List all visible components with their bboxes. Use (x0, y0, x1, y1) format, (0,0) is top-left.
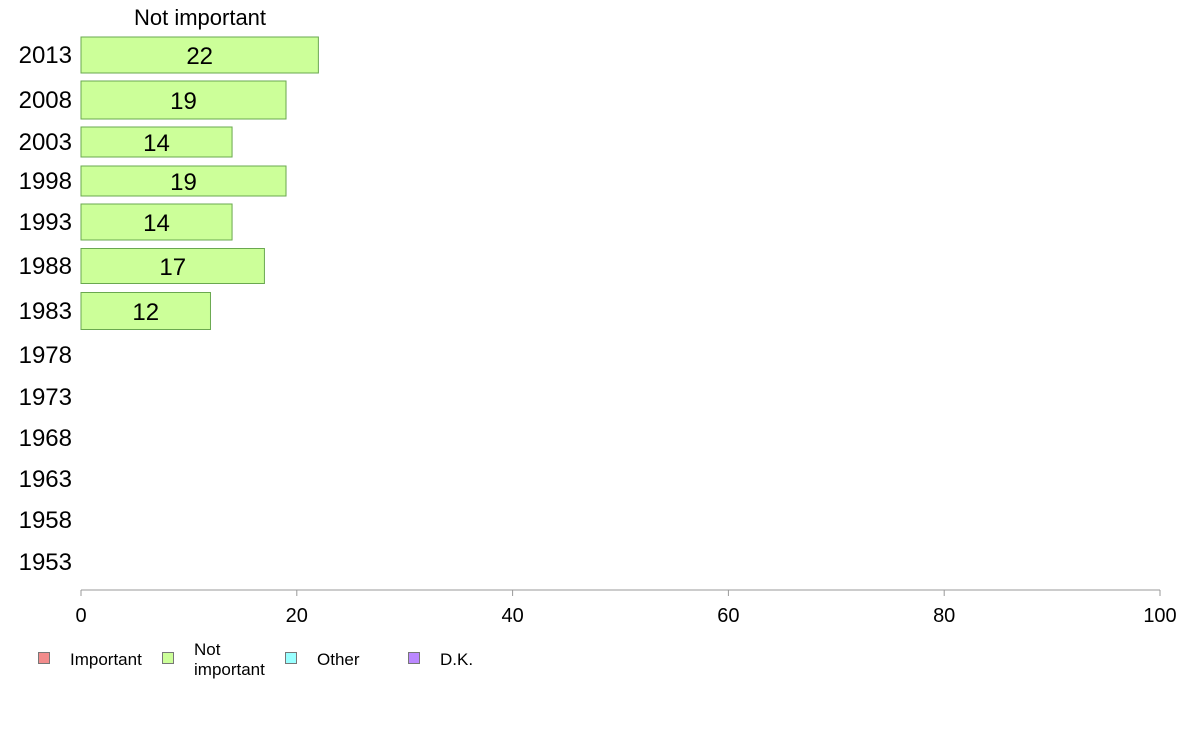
legend-swatch (285, 652, 297, 664)
bar-1988 (80, 248, 265, 284)
bar-1983 (80, 292, 211, 330)
legend-swatch (38, 652, 50, 664)
bar-2008 (80, 80, 287, 120)
y-label-1968: 1968 (19, 425, 72, 452)
bar-2013 (80, 36, 319, 74)
y-label-1983: 1983 (19, 298, 72, 325)
y-label-1963: 1963 (19, 466, 72, 493)
bar-value-label-2003: 14 (143, 130, 170, 157)
y-label-1988: 1988 (19, 253, 72, 280)
y-label-1998: 1998 (19, 168, 72, 195)
legend-label: Not important (194, 640, 265, 679)
y-label-2013: 2013 (19, 42, 72, 69)
y-label-1973: 1973 (19, 384, 72, 411)
x-tick-label-80: 80 (933, 605, 955, 627)
bar-value-label-1988: 17 (159, 254, 186, 281)
y-label-1978: 1978 (19, 342, 72, 369)
x-tick-label-40: 40 (501, 605, 523, 627)
x-tick-label-60: 60 (717, 605, 739, 627)
bar-value-label-2008: 19 (170, 88, 197, 115)
legend-label: D.K. (440, 650, 474, 669)
bars (80, 36, 319, 330)
x-tick-label-20: 20 (286, 605, 308, 627)
panel-title: Not important (134, 5, 266, 30)
bar-1993 (80, 203, 233, 241)
bar-value-label-1993: 14 (143, 210, 170, 237)
legend-label: Important (70, 650, 142, 669)
x-tick-label-0: 0 (75, 605, 86, 627)
x-tick-label-100: 100 (1143, 605, 1176, 627)
y-label-2003: 2003 (19, 129, 72, 156)
legend-label: Other (317, 650, 360, 669)
bar-1998 (80, 165, 287, 197)
y-label-1993: 1993 (19, 209, 72, 236)
legend-swatch (162, 652, 174, 664)
bar-value-label-2013: 22 (186, 43, 213, 70)
x-axis-ticks: 0 20 40 60 80 100 (75, 590, 1177, 627)
bar-value-label-1983: 12 (132, 299, 159, 326)
bar-2003 (80, 126, 233, 158)
y-label-1953: 1953 (19, 549, 72, 576)
y-label-2008: 2008 (19, 87, 72, 114)
y-label-1958: 1958 (19, 507, 72, 534)
legend-swatch (408, 652, 420, 664)
bar-value-label-1998: 19 (170, 169, 197, 196)
y-axis-labels: 2013 2008 2003 1998 1993 1988 1983 1978 1973 1968… (19, 42, 72, 576)
